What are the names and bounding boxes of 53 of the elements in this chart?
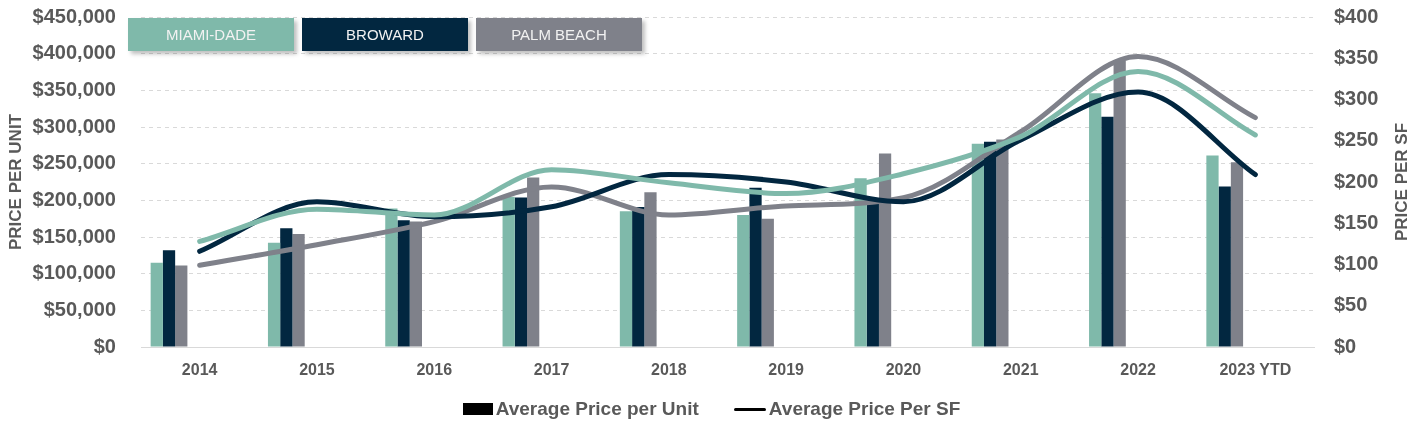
y-tick-label: $350,000: [32, 77, 116, 100]
y2-tick-label: $150: [1334, 210, 1379, 233]
bar: [632, 206, 645, 347]
bar: [737, 215, 750, 347]
x-tick-label: 2023 YTD: [1219, 361, 1292, 379]
x-tick-label: 2016: [416, 361, 453, 379]
y-tick-label: $0: [93, 334, 116, 357]
bar: [267, 242, 281, 347]
y-tick-label: $250,000: [32, 151, 116, 174]
x-tick-label: 2019: [768, 361, 805, 379]
y-tick-label: $100,000: [32, 261, 116, 284]
y-tick-label: $150,000: [32, 224, 116, 247]
bar: [150, 262, 163, 347]
y2-tick-label: $100: [1334, 252, 1379, 275]
text: Average Price per Unit: [495, 398, 699, 420]
bar: [1101, 116, 1114, 347]
y-axis-title: PRICE PER UNIT: [6, 113, 26, 251]
x-tick-label: 2021: [1002, 361, 1039, 379]
bar: [280, 228, 293, 347]
y-tick-label: $50,000: [43, 297, 116, 320]
x-tick-label: 2018: [651, 361, 687, 379]
bar: [397, 220, 410, 347]
y-tick-label: $200,000: [32, 187, 116, 210]
bar: [866, 204, 879, 347]
x-tick-label: 2014: [181, 361, 218, 379]
x-tick-label: 2015: [299, 361, 335, 379]
text: MIAMI-DADE: [128, 18, 294, 51]
text: PALM BEACH: [476, 18, 642, 51]
text: BROWARD: [302, 18, 468, 51]
y2-axis-title: PRICE PER SF: [1392, 122, 1412, 242]
y2-tick-label: $50: [1334, 293, 1368, 316]
bar: [1218, 186, 1231, 347]
bar: [1206, 155, 1219, 347]
y2-tick-label: $300: [1334, 87, 1379, 110]
bar: [619, 211, 633, 347]
x-tick-label: 2022: [1120, 361, 1156, 379]
text: Average Price Per SF: [768, 398, 961, 420]
bar: [175, 265, 188, 347]
bar: [749, 187, 762, 347]
y2-tick-label: $250: [1334, 128, 1379, 151]
y-tick-label: $300,000: [32, 114, 116, 137]
x-tick-label: 2017: [533, 361, 570, 379]
y-tick-label: $400,000: [32, 41, 116, 64]
y2-tick-label: $200: [1334, 169, 1379, 192]
y-tick-label: $450,000: [32, 4, 116, 27]
x-tick-label: 2020: [885, 361, 922, 379]
bar: [1230, 162, 1244, 347]
y2-tick-label: $400: [1334, 4, 1379, 27]
y2-tick-label: $0: [1334, 334, 1357, 357]
bar: [761, 218, 774, 347]
bar: [162, 250, 176, 347]
y2-tick-label: $350: [1334, 45, 1379, 68]
bar: [502, 196, 515, 347]
